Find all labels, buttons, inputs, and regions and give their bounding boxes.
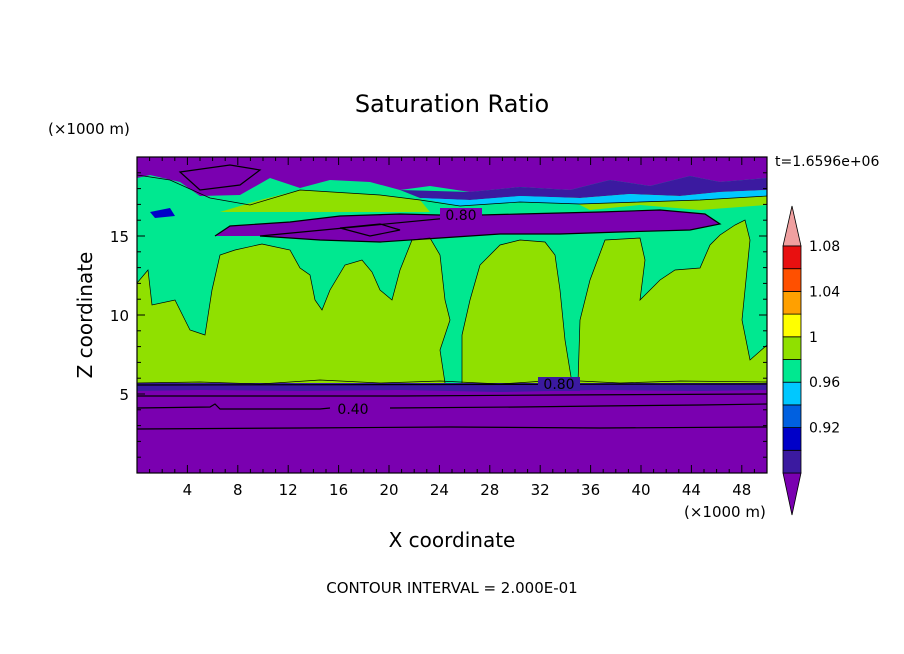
x-tick-label: 20 [379,481,398,499]
contour-line [214,209,722,243]
x-axis-unit: (×1000 m) [684,503,766,521]
x-axis-ticks: 4 8 12 16 20 24 28 32 36 40 44 48 [149,157,755,499]
contour-label: 0.80 [543,377,574,393]
contour-label-bg [538,377,580,391]
colorbar-swatch [782,290,802,315]
colorbar: 0.92 0.96 1 1.04 1.08 [782,205,840,516]
contour-line [137,426,767,430]
x-tick-label: 36 [581,481,600,499]
field-region-green-upper [220,190,430,212]
contour-line [137,403,767,410]
contour-line [137,383,767,386]
x-tick-label: 12 [279,481,298,499]
colorbar-tick-label: 1.08 [809,239,840,255]
colorbar-swatch [782,313,802,338]
contour-label-bg [332,401,374,416]
colorbar-swatch [782,381,802,406]
saturation-field: 0.80 0.80 0.40 [137,157,767,473]
colorbar-swatch [782,359,802,383]
colorbar-swatch [782,449,802,474]
chart-title: Saturation Ratio [355,90,549,118]
contour-lines-thin [137,174,767,385]
field-region-green-mid [462,240,572,383]
colorbar-swatch [782,245,802,270]
contour-label-bg [440,208,482,222]
contour-lines [137,164,767,430]
time-label: t=1.6596e+06 [775,154,879,170]
contour-line [461,239,573,384]
y-axis-unit: (×1000 m) [48,120,130,138]
y-axis-label: Z coordinate [73,252,97,379]
contour-line [137,379,767,385]
contour-line [339,223,401,237]
colorbar-extend-low [782,472,802,516]
contour-line [137,393,767,397]
contour-line [137,237,451,384]
contour-line [577,219,767,384]
field-region-dry-band [215,210,720,242]
colorbar-swatch [782,268,802,292]
colorbar-extend-high [782,205,802,247]
x-tick-label: 48 [732,481,751,499]
x-tick-label: 4 [183,481,193,499]
y-tick-label: 10 [110,307,129,325]
x-tick-label: 8 [233,481,243,499]
contour-label: 0.40 [337,402,368,418]
x-tick-label: 44 [682,481,701,499]
field-region-upper-purple [137,157,767,196]
field-region-dry-band-blue [150,208,175,218]
field-region-green-left [137,238,450,383]
field-region-upper-cyan [420,190,767,206]
colorbar-swatch [782,336,802,360]
colorbar-swatch [782,427,802,451]
colorbar-swatch [782,404,802,428]
colorbar-tick-label: 1 [809,330,818,346]
x-tick-label: 32 [531,481,550,499]
field-region-upper-blue [400,176,767,200]
colorbar-tick-label: 0.96 [809,375,840,391]
x-tick-label: 16 [329,481,348,499]
contour-interval-label: CONTOUR INTERVAL = 2.000E-01 [326,579,577,597]
field-region-green-right [578,220,767,383]
x-tick-label: 40 [631,481,650,499]
x-axis-label: X coordinate [389,528,516,552]
x-tick-label: 24 [430,481,449,499]
y-tick-label: 5 [119,386,129,404]
contour-line [137,174,767,207]
y-axis-ticks: 5 10 15 [110,172,767,458]
contour-line [178,164,262,191]
contour-label: 0.80 [445,208,476,224]
y-tick-label: 15 [110,228,129,246]
colorbar-tick-label: 0.92 [809,421,840,437]
x-tick-label: 28 [480,481,499,499]
colorbar-tick-label: 1.04 [809,284,840,300]
